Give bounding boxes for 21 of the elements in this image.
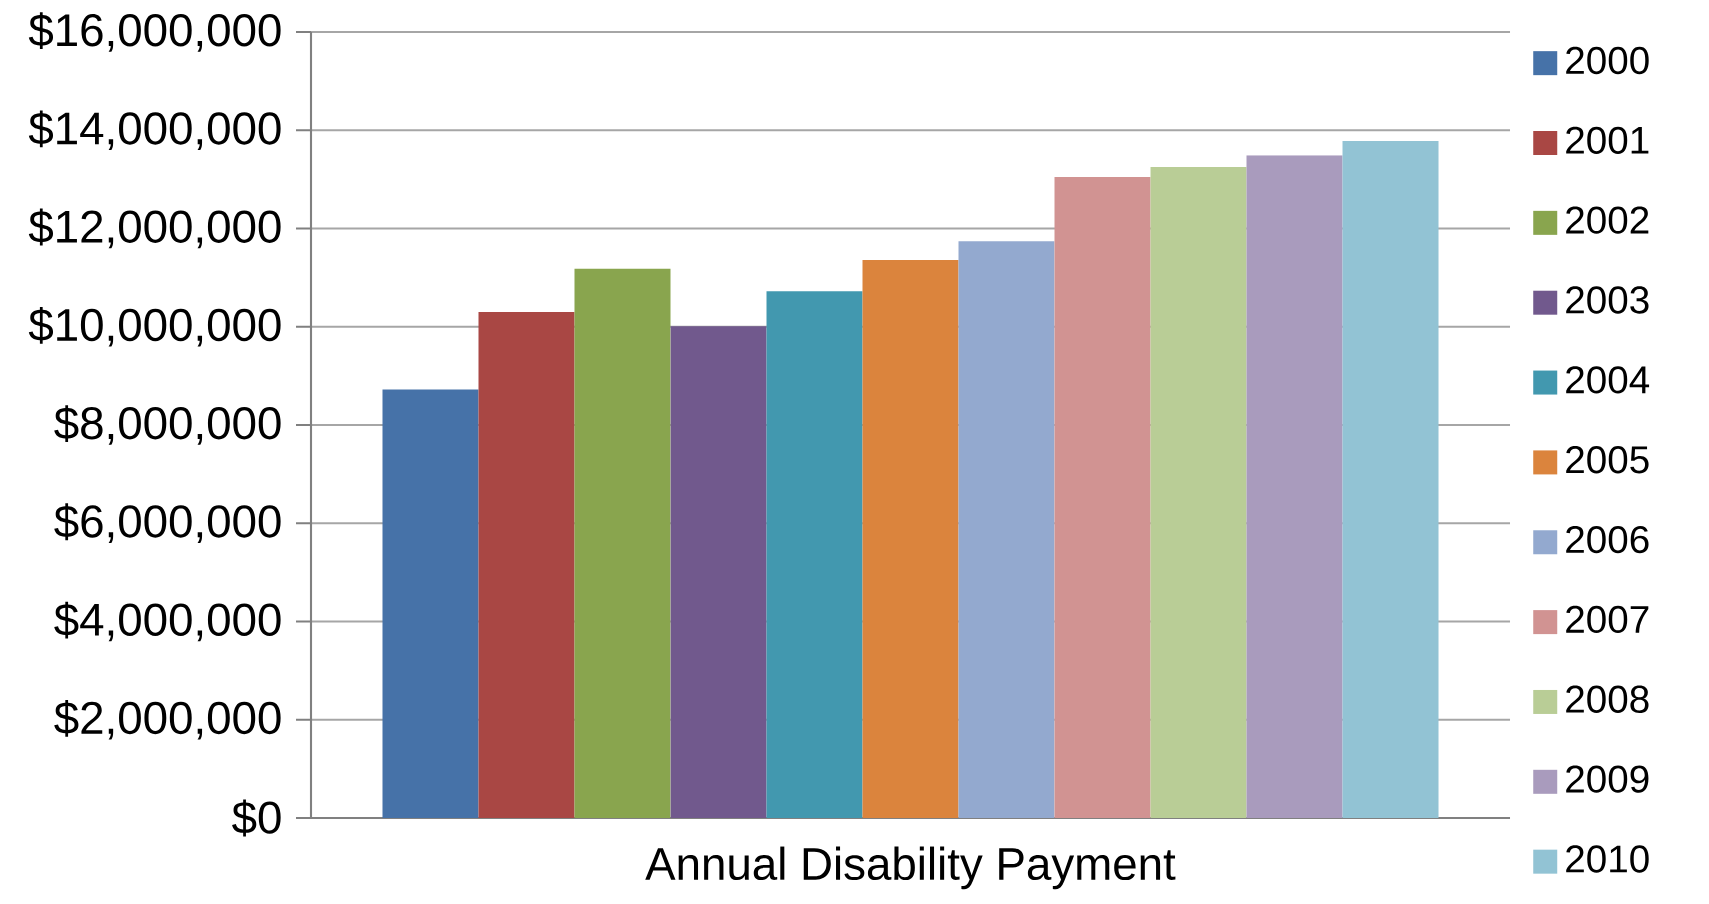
legend-label: 2009	[1566, 765, 1649, 793]
legend-label: 2005	[1566, 446, 1649, 474]
y-tick-label: $10,000,000	[28, 306, 281, 347]
y-tick-label: $8,000,000	[54, 405, 281, 445]
y-tick-label: $6,000,000	[54, 503, 281, 544]
y-tick-label: $16,000,000	[28, 12, 281, 52]
legend-label: 2003	[1566, 286, 1649, 314]
legend-label: 2010	[1566, 845, 1649, 873]
x-tick-label: Annual Disability Payment	[645, 846, 1176, 890]
y-tick-label: $4,000,000	[54, 601, 281, 642]
y-tick-label: $0	[232, 799, 281, 837]
legend-label: 2008	[1566, 685, 1649, 713]
legend-label: 2001	[1566, 126, 1649, 154]
y-tick-label: $12,000,000	[28, 208, 281, 249]
y-tick-label: $2,000,000	[54, 699, 281, 740]
legend-label: 2002	[1566, 206, 1649, 234]
legend-label: 2006	[1566, 525, 1649, 554]
y-tick-label: $14,000,000	[28, 110, 281, 151]
legend-label: 2004	[1566, 366, 1650, 394]
legend-label: 2007	[1566, 605, 1649, 634]
legend-label: 2000	[1566, 46, 1649, 75]
